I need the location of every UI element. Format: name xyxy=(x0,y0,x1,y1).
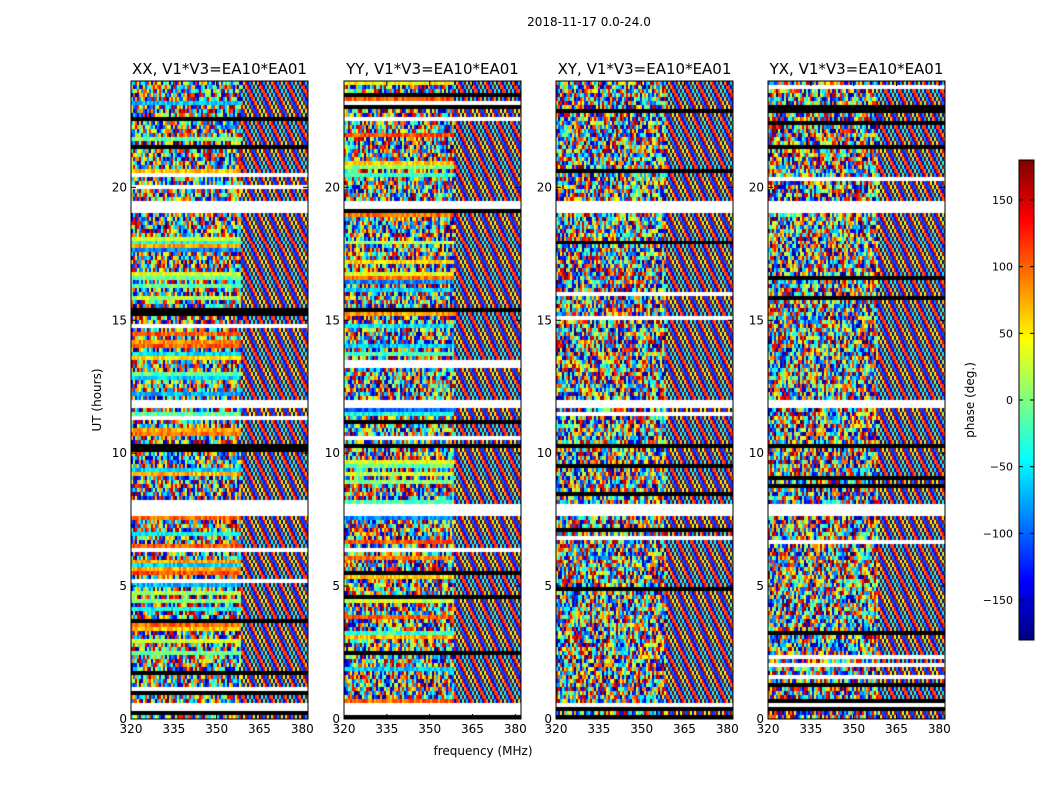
y-tick-label: 0 xyxy=(332,712,340,726)
y-tick-label: 5 xyxy=(332,579,340,593)
colorbar-tick-label: 0 xyxy=(1006,394,1013,407)
x-tick-label: 335 xyxy=(587,722,610,736)
y-tick-label: 15 xyxy=(325,313,340,327)
panel-frame xyxy=(555,80,734,720)
panel-title: YY, V1*V3=EA10*EA01 xyxy=(345,60,519,78)
panel-1: YY, V1*V3=EA10*EA01 320 335 350 365 380 0 5 10 15… xyxy=(325,60,527,736)
colorbar-tick-label: 150 xyxy=(992,194,1013,207)
colorbar-tick-label: 100 xyxy=(992,261,1013,274)
panels-group: XX, V1*V3=EA10*EA01 320 335 350 365 380 0 5 10 15… xyxy=(112,60,951,736)
y-tick-label: 5 xyxy=(544,579,552,593)
phase-heatmap-2 xyxy=(556,81,733,719)
x-tick-label: 320 xyxy=(545,722,568,736)
x-tick-label: 350 xyxy=(630,722,653,736)
colorbar: −150 −100 −50 0 50 100 150 xyxy=(983,159,1035,641)
x-tick-label: 380 xyxy=(291,722,314,736)
phase-heatmap-0 xyxy=(131,81,308,719)
y-tick-label: 20 xyxy=(112,180,127,194)
y-tick-label: 15 xyxy=(537,313,552,327)
y-tick-label: 0 xyxy=(756,712,764,726)
x-tick-label: 335 xyxy=(799,722,822,736)
y-tick-label: 15 xyxy=(112,313,127,327)
x-axis-label: frequency (MHz) xyxy=(433,744,532,758)
y-tick-label: 20 xyxy=(537,180,552,194)
y-tick-label: 0 xyxy=(119,712,127,726)
y-tick-label: 10 xyxy=(112,446,127,460)
y-tick-label: 10 xyxy=(325,446,340,460)
y-tick-label: 10 xyxy=(537,446,552,460)
panel-frame xyxy=(130,80,309,720)
x-tick-label: 350 xyxy=(418,722,441,736)
x-tick-label: 335 xyxy=(162,722,185,736)
x-tick-label: 365 xyxy=(248,722,271,736)
x-tick-label: 350 xyxy=(205,722,228,736)
y-axis-label: UT (hours) xyxy=(90,368,104,431)
x-tick-label: 320 xyxy=(757,722,780,736)
colorbar-tick-label: 50 xyxy=(999,327,1013,340)
y-tick-label: 20 xyxy=(325,180,340,194)
panel-2: XY, V1*V3=EA10*EA01 320 335 350 365 380 0 5 10 15… xyxy=(537,60,739,736)
x-tick-label: 365 xyxy=(673,722,696,736)
panel-frame xyxy=(343,80,522,720)
x-tick-label: 380 xyxy=(716,722,739,736)
panel-3: YX, V1*V3=EA10*EA01 320 335 350 365 380 0 5 10 15… xyxy=(749,60,951,736)
y-tick-label: 5 xyxy=(756,579,764,593)
phase-heatmap-3 xyxy=(768,81,945,719)
x-tick-label: 320 xyxy=(333,722,356,736)
y-tick-label: 20 xyxy=(749,180,764,194)
panel-frame xyxy=(767,80,946,720)
panel-0: XX, V1*V3=EA10*EA01 320 335 350 365 380 0 5 10 15… xyxy=(112,60,314,736)
panel-title: XX, V1*V3=EA10*EA01 xyxy=(132,60,307,78)
y-tick-label: 5 xyxy=(119,579,127,593)
x-tick-label: 320 xyxy=(120,722,143,736)
x-tick-label: 335 xyxy=(375,722,398,736)
panel-title: YX, V1*V3=EA10*EA01 xyxy=(769,60,944,78)
y-tick-label: 15 xyxy=(749,313,764,327)
x-tick-label: 365 xyxy=(461,722,484,736)
x-tick-label: 380 xyxy=(504,722,527,736)
colorbar-tick-label: −150 xyxy=(983,594,1013,607)
colorbar-label: phase (deg.) xyxy=(963,362,977,438)
figure-suptitle: 2018-11-17 0.0-24.0 xyxy=(527,15,651,29)
phase-heatmap-1 xyxy=(344,81,521,719)
x-tick-label: 380 xyxy=(928,722,951,736)
y-tick-label: 0 xyxy=(544,712,552,726)
colorbar-tick-label: −50 xyxy=(990,461,1013,474)
panel-title: XY, V1*V3=EA10*EA01 xyxy=(558,60,732,78)
y-tick-label: 10 xyxy=(749,446,764,460)
x-tick-label: 365 xyxy=(885,722,908,736)
colorbar-tick-label: −100 xyxy=(983,527,1013,540)
x-tick-label: 350 xyxy=(842,722,865,736)
